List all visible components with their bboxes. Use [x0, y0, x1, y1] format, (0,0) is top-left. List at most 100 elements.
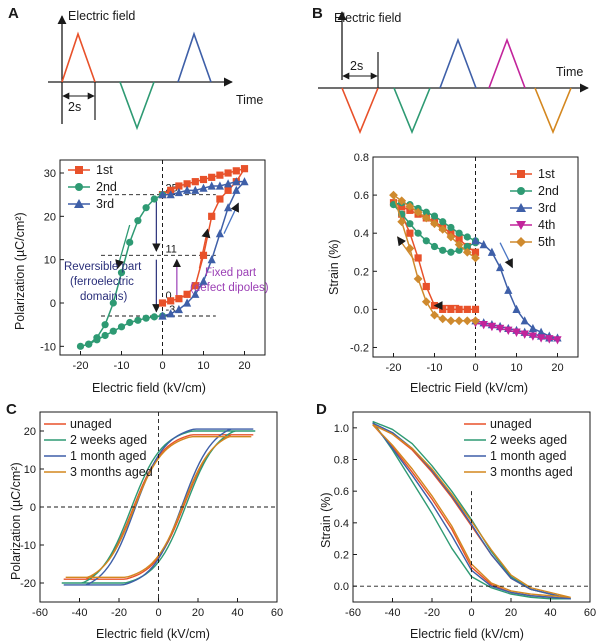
- panel-b-point-4th: [545, 335, 554, 344]
- panel-b-xtick-label: -20: [386, 362, 402, 374]
- panel-a-guide-label: 11: [166, 243, 177, 255]
- panel-c-ytick-label: -20: [20, 578, 36, 590]
- legend-b-2nd: 2nd: [538, 184, 559, 198]
- panel-b-point-2nd: [430, 212, 439, 220]
- panel-c-ytick-label: 0: [30, 502, 36, 514]
- panel-a-point-1st: [224, 169, 232, 177]
- legend-a-2nd: 2nd: [96, 180, 117, 194]
- panel-b-point-3rd: [496, 262, 505, 272]
- panel-b-ylabel: Strain (%): [327, 239, 341, 295]
- trend-arrow-red: [198, 228, 211, 269]
- panel-a-point-2nd: [126, 318, 134, 327]
- panel-a-point-1st: [158, 299, 167, 307]
- panel-a-series: [76, 165, 249, 350]
- annot-reversible-1: Reversible part: [64, 261, 142, 273]
- panel-a-point-1st: [216, 195, 224, 203]
- panel-b-ytick-label: -0.2: [350, 342, 369, 354]
- legend-b-5th-marker: [516, 237, 526, 247]
- annot-reversible-3: domains): [80, 291, 127, 303]
- annot-reversible-2: (ferroelectric: [70, 276, 134, 288]
- panel-d-label: D: [316, 401, 327, 418]
- panel-d-ytick-label: 0.8: [334, 455, 349, 467]
- panel-a-point-3rd: [158, 311, 167, 320]
- panel-b-point-2nd: [455, 229, 463, 237]
- trend-arrow-blue-b: [499, 242, 513, 269]
- panel-c-ytick-label: 20: [24, 426, 36, 438]
- panel-a-ticks: -20 -10 0 10 20 -10 0 10 20 30: [40, 168, 251, 372]
- panel-b-point-3rd: [487, 247, 496, 256]
- panel-a-point-1st: [199, 175, 208, 184]
- panel-b-point-2nd: [430, 242, 439, 251]
- panel-b-point-5th: [471, 316, 480, 326]
- panel-b-point-5th: [413, 274, 423, 284]
- panel-a-point-2nd: [101, 321, 109, 329]
- panel-b-ytick-label: 0.8: [354, 152, 369, 164]
- panel-d-ytick-label: 0.2: [334, 550, 349, 562]
- panel-b-point-1st: [463, 305, 471, 313]
- panel-a-ytick-label: 30: [44, 168, 56, 180]
- panel-a-point-3rd: [232, 177, 241, 186]
- panel-a-point-2nd: [109, 327, 117, 335]
- panel-d-ytick-label: 0.4: [334, 518, 349, 530]
- panel-a-point-3rd: [174, 304, 183, 314]
- panel-b-point-5th: [446, 232, 456, 242]
- panel-b-point-5th: [471, 253, 480, 263]
- panel-a-point-3rd: [174, 187, 183, 197]
- panel-a-point-2nd: [150, 313, 158, 321]
- panel-c-plot: C -60 -40 -20 0 20 40 60 -20 -10 0 10 20 unaged 2 w…: [6, 401, 283, 641]
- panel-c-ytick-label: -10: [20, 540, 36, 552]
- panel-b-point-1st: [455, 305, 463, 313]
- panel-a-point-3rd: [232, 185, 241, 194]
- panel-c-loop-unaged: [63, 434, 254, 580]
- panel-d-xlabel: Electric field (kV/cm): [410, 627, 524, 641]
- panel-b-point-4th: [504, 326, 513, 335]
- panel-c-ytick-label: 10: [24, 464, 36, 476]
- panel-b-point-2nd: [422, 237, 430, 245]
- panel-a-point-2nd: [117, 323, 126, 331]
- panel-b-point-4th: [496, 324, 505, 334]
- legend-b-1st: 1st: [538, 167, 555, 181]
- panel-a-point-1st: [167, 297, 175, 305]
- panel-b-point-4th: [520, 330, 529, 339]
- panel-a-xtick-label: 10: [197, 360, 209, 372]
- panel-a-point-1st: [224, 186, 232, 194]
- panel-b-point-5th: [397, 196, 407, 206]
- panel-a-point-3rd: [166, 190, 175, 199]
- legend-b-5th: 5th: [538, 235, 555, 249]
- panel-d-xtick-label: 40: [544, 607, 556, 619]
- panel-b-point-5th: [438, 314, 448, 324]
- panel-a-point-2nd: [134, 316, 142, 324]
- panel-b-pulse-4: [488, 37, 526, 89]
- annot-fixed-2: (defect dipoles): [190, 282, 269, 294]
- panel-b-point-1st: [447, 305, 455, 313]
- panel-b-point-3rd: [471, 236, 480, 245]
- panel-b-point-5th: [413, 207, 423, 217]
- trend-arrow-green: [115, 224, 131, 270]
- panel-b-point-5th: [438, 224, 448, 234]
- panel-b-xtick-label: 0: [472, 362, 478, 374]
- panel-b-point-1st: [406, 229, 414, 237]
- panel-d-ytick-label: 1.0: [334, 423, 349, 435]
- panel-a-point-3rd: [183, 185, 192, 194]
- panel-a-xtick-label: -10: [114, 360, 130, 372]
- panel-b-point-4th: [487, 322, 496, 332]
- panel-b-pulse-3: [439, 37, 477, 89]
- panel-a-point-2nd: [109, 299, 117, 307]
- panel-a-label: A: [8, 5, 19, 22]
- panel-c-xtick-label: 0: [155, 607, 161, 619]
- annot-fixed-1: Fixed part: [205, 267, 257, 279]
- legend-d-3months: 3 months aged: [490, 465, 573, 479]
- panel-d-xtick-label: -40: [385, 607, 401, 619]
- panel-d-xtick-label: 0: [468, 607, 474, 619]
- panel-a-xtick-label: 20: [238, 360, 250, 372]
- panel-a-wave-ylabel: Electric field: [68, 9, 135, 23]
- panel-a-dur-label: 2s: [68, 100, 81, 114]
- panel-d-ylabel: Strain (%): [319, 492, 333, 548]
- panel-b-point-1st: [455, 235, 463, 243]
- panel-b-dur-label: 2s: [350, 59, 363, 73]
- panel-a-point-1st: [232, 167, 240, 175]
- panel-b-point-2nd: [447, 248, 455, 256]
- panel-b-point-5th: [430, 219, 439, 229]
